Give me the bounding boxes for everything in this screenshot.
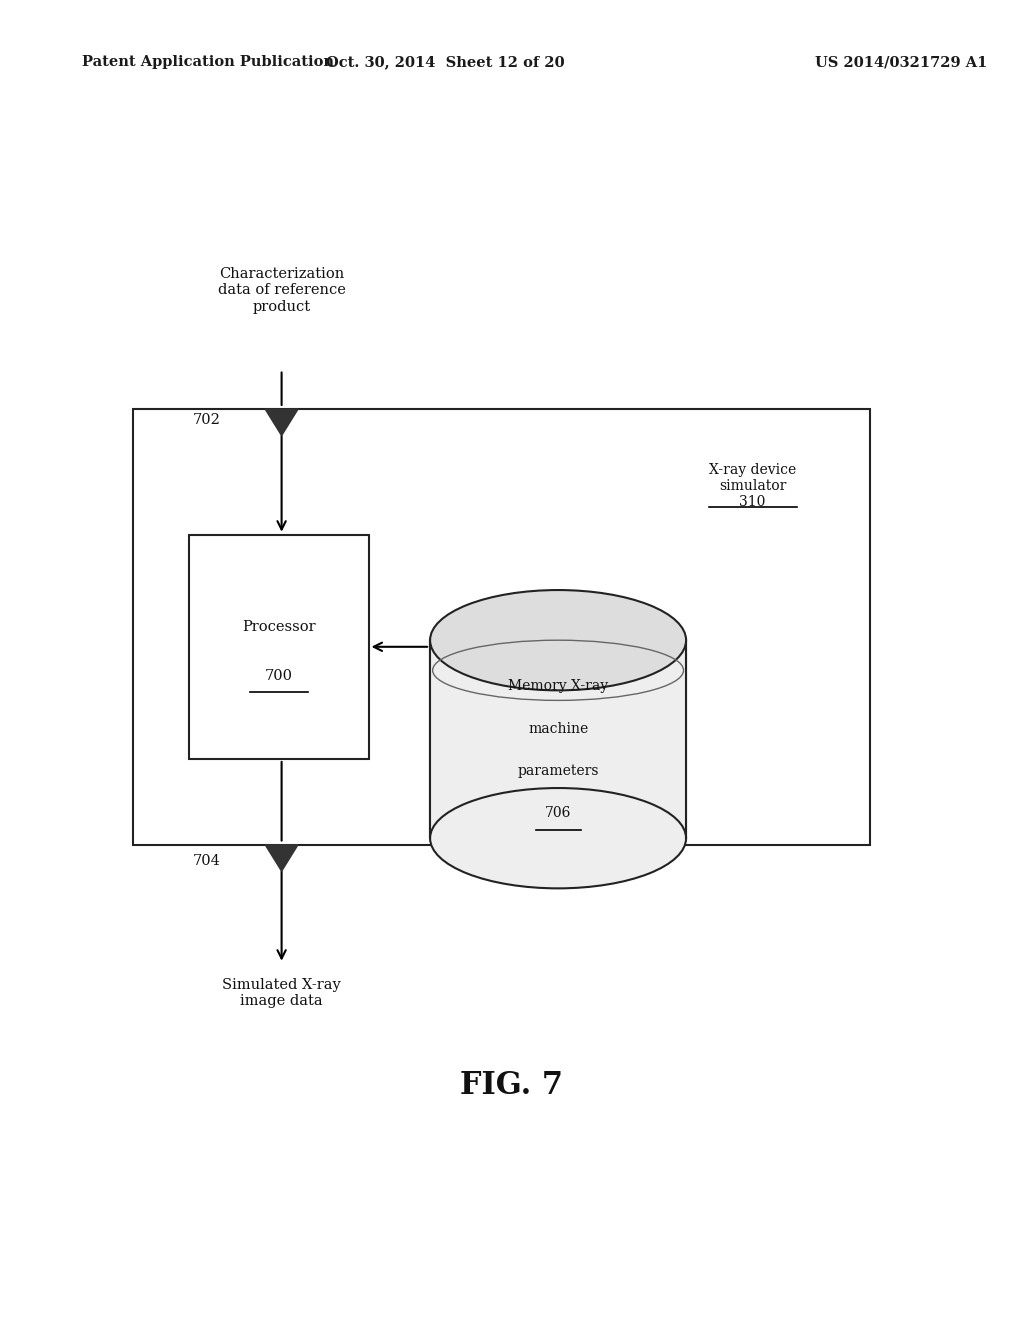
Text: Processor: Processor bbox=[243, 620, 315, 634]
Text: X-ray device
simulator
310: X-ray device simulator 310 bbox=[709, 462, 797, 510]
Text: machine: machine bbox=[528, 722, 588, 735]
Text: Patent Application Publication: Patent Application Publication bbox=[82, 55, 334, 69]
Text: 702: 702 bbox=[193, 413, 220, 426]
FancyBboxPatch shape bbox=[133, 409, 870, 845]
Text: US 2014/0321729 A1: US 2014/0321729 A1 bbox=[815, 55, 987, 69]
FancyBboxPatch shape bbox=[430, 640, 686, 838]
FancyBboxPatch shape bbox=[189, 535, 369, 759]
Polygon shape bbox=[265, 845, 298, 871]
Text: Oct. 30, 2014  Sheet 12 of 20: Oct. 30, 2014 Sheet 12 of 20 bbox=[326, 55, 565, 69]
Text: Simulated X-ray
image data: Simulated X-ray image data bbox=[222, 978, 341, 1007]
Text: Characterization
data of reference
product: Characterization data of reference produ… bbox=[218, 267, 345, 314]
Text: Memory X-ray: Memory X-ray bbox=[508, 680, 608, 693]
Ellipse shape bbox=[430, 788, 686, 888]
Text: parameters: parameters bbox=[517, 764, 599, 777]
Ellipse shape bbox=[430, 590, 686, 690]
Polygon shape bbox=[265, 409, 298, 436]
Text: 700: 700 bbox=[265, 669, 293, 682]
Text: 706: 706 bbox=[545, 807, 571, 820]
Text: 704: 704 bbox=[193, 854, 220, 867]
Text: FIG. 7: FIG. 7 bbox=[461, 1069, 563, 1101]
